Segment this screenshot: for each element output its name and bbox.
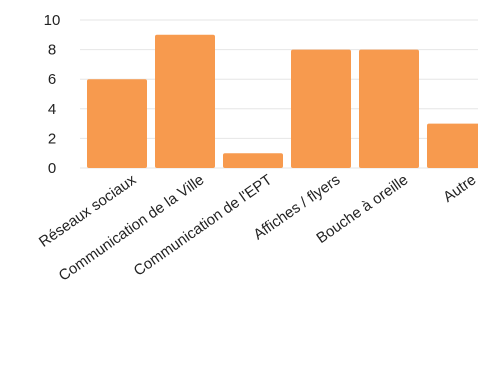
x-tick-label: Autre: [440, 171, 478, 205]
bar: [87, 79, 147, 168]
bar: [359, 49, 419, 168]
y-tick-label: 2: [48, 130, 56, 147]
y-tick-label: 6: [48, 71, 56, 88]
bar: [155, 34, 215, 168]
bars-layer: [87, 34, 478, 168]
y-tick-label: 10: [44, 12, 61, 29]
y-tick-label: 8: [48, 42, 56, 59]
bar: [291, 49, 351, 168]
y-tick-label: 0: [48, 160, 56, 177]
bar: [427, 123, 478, 168]
y-tick-label: 4: [48, 101, 56, 118]
bar: [223, 153, 283, 168]
y-axis-ticks: 0 2 4 6 8 10: [44, 12, 61, 177]
